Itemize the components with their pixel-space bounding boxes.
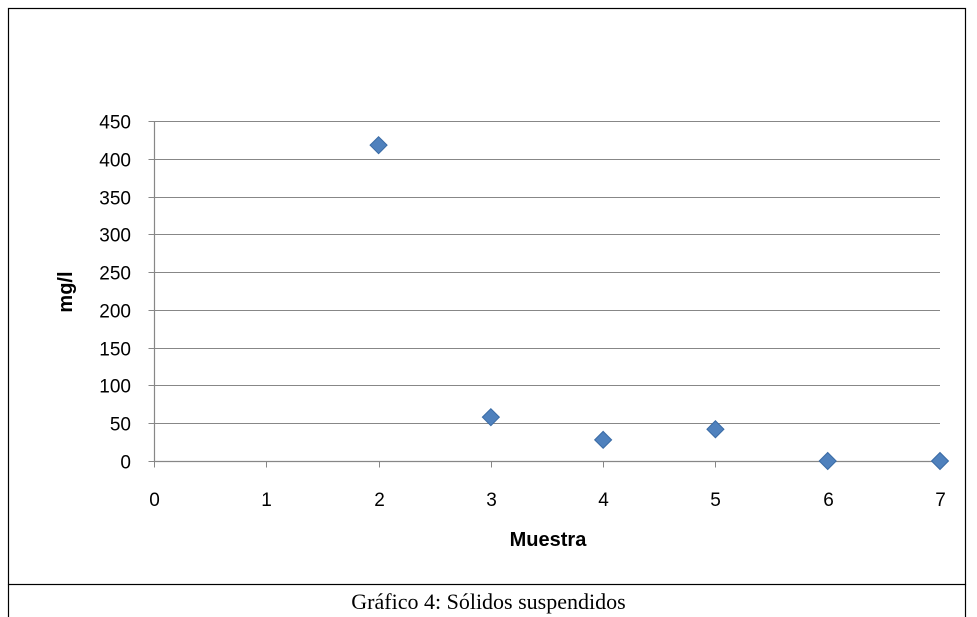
x-tick-label: 1	[261, 490, 272, 511]
y-tick-label: 0	[120, 453, 131, 474]
x-tick-label: 5	[710, 490, 721, 511]
x-tick-label: 6	[823, 490, 834, 511]
x-axis-label: Muestra	[510, 529, 588, 551]
plot-area: 0 50 100 150 200 250 300 350 400 450 0 1 2 3 4 5 6 7	[99, 113, 948, 512]
y-tick-label: 300	[99, 226, 131, 247]
x-tick-label: 4	[598, 490, 609, 511]
y-tick-label: 50	[110, 415, 131, 436]
x-tick-label: 3	[486, 490, 497, 511]
data-point	[370, 137, 387, 154]
y-axis-label: mg/l	[55, 271, 77, 312]
y-tick-label: 200	[99, 302, 131, 323]
x-tick-label: 7	[935, 490, 946, 511]
x-tick-label: 2	[374, 490, 385, 511]
data-point	[595, 431, 612, 448]
data-point	[819, 453, 836, 470]
y-tick-label: 150	[99, 340, 131, 361]
y-tick-label: 450	[99, 113, 131, 134]
data-point	[932, 453, 949, 470]
y-tick-label: 350	[99, 189, 131, 210]
figure-caption: Gráfico 4: Sólidos suspendidos	[0, 589, 977, 615]
x-tick-label: 0	[149, 490, 160, 511]
y-tick-label: 400	[99, 151, 131, 172]
y-tick-label: 250	[99, 264, 131, 285]
y-tick-label: 100	[99, 377, 131, 398]
